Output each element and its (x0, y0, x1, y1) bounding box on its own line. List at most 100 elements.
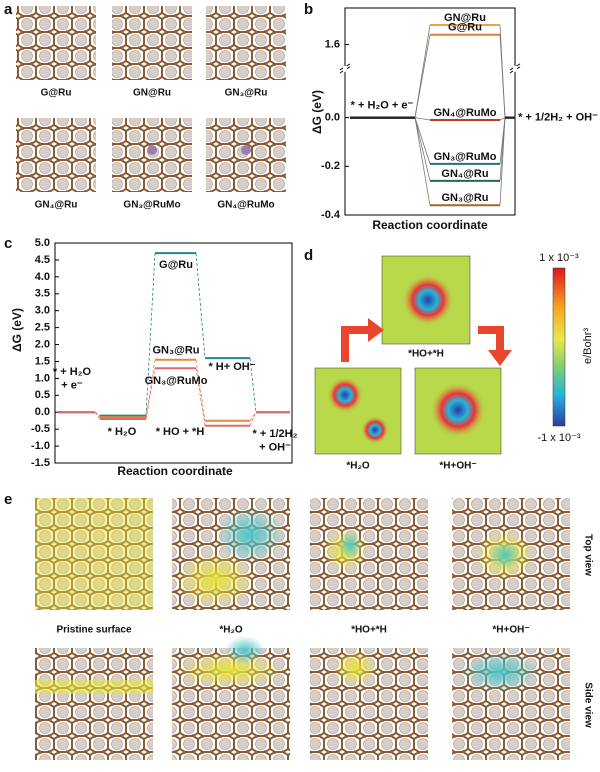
y-tick-label: 3.5 (35, 288, 50, 300)
connector (414, 117, 431, 164)
series-label: GN@Ru (444, 12, 486, 24)
connector (499, 34, 506, 118)
connector (414, 34, 431, 118)
density-blob (225, 636, 265, 664)
structure-grid (16, 6, 286, 192)
axis-break-gap (513, 65, 517, 72)
series-label: GN₃@Ru (442, 192, 489, 204)
axis-break-gap (343, 65, 347, 72)
plot-frame (54, 242, 293, 464)
structure-image (112, 6, 192, 80)
structure-caption: G@Ru (41, 88, 72, 99)
state-label: * + 1/2H₂ + OH⁻ (518, 111, 598, 123)
structure-image (16, 118, 96, 192)
state-label: * HO + *H (156, 426, 205, 438)
connector (145, 253, 156, 416)
charge-map (314, 367, 402, 455)
state-caption: *HO+*H (408, 349, 444, 360)
series-label: G@Ru (448, 22, 482, 34)
connector (195, 359, 206, 421)
plot-frame (344, 7, 516, 216)
density-blob (333, 650, 377, 686)
structure-caption: GN₃@Ru (225, 88, 268, 99)
state-label: * + H₂O + e⁻ (351, 99, 414, 111)
top-view-image (35, 498, 153, 610)
state-label: * + H₂O + e⁻ (53, 366, 92, 391)
mo-atom (147, 145, 157, 155)
view-caption: Pristine surface (56, 625, 131, 636)
charge-blob (327, 377, 363, 413)
density-blob (460, 652, 540, 692)
y-tick-label: -0.5 (31, 423, 50, 435)
connector (145, 368, 156, 420)
view-caption: *H+OH⁻ (492, 625, 529, 636)
connector (414, 117, 431, 121)
panel-label: a (4, 1, 13, 18)
y-tick-label: -0.4 (321, 209, 341, 221)
connector (499, 117, 506, 206)
charge-maps (314, 255, 566, 455)
colorbar (552, 267, 566, 427)
arrow (341, 326, 372, 362)
density-overlay (35, 498, 153, 610)
connector (249, 358, 257, 413)
state-label: * + 1/2H₂ + OH⁻ (253, 428, 298, 453)
state-caption: *H₂O (346, 461, 370, 472)
panel-label: c (4, 235, 12, 252)
charge-blob (361, 416, 389, 444)
mo-atom (241, 145, 251, 155)
y-tick-label: 2.5 (35, 322, 50, 334)
y-tick-label: 4.5 (35, 254, 50, 266)
density-blob (216, 507, 284, 563)
state-label: * H+ OH⁻ (208, 361, 255, 373)
series-label: GN₃@RuMo (145, 375, 208, 387)
series-label: GN₃@Ru (153, 345, 200, 357)
connector (414, 117, 431, 206)
connector (249, 412, 257, 426)
density-blob (489, 541, 521, 569)
arrow-head (488, 350, 512, 366)
panel-label: b (304, 1, 313, 18)
charge-density-views (35, 498, 570, 760)
colorbar-unit: e/Bohr³ (582, 328, 594, 364)
view-caption: *H₂O (219, 625, 243, 636)
structure-caption: GN₄@RuMo (217, 200, 274, 211)
connector (499, 117, 506, 121)
panel-label: e (4, 491, 12, 508)
connector (195, 253, 206, 359)
y-tick-label: 1.6 (325, 38, 340, 50)
view-label: Top view (582, 534, 593, 576)
density-blob (175, 652, 285, 688)
view-label: Side view (582, 682, 593, 728)
y-tick-label: 0.0 (35, 406, 50, 418)
y-tick-label: 5.0 (35, 237, 50, 249)
y-tick-label: -1.0 (31, 440, 50, 452)
y-tick-label: -1.5 (31, 457, 50, 469)
side-view-image (35, 648, 153, 760)
density-layer (35, 680, 153, 694)
state-caption: *H+OH⁻ (439, 461, 476, 472)
charge-blob (402, 274, 454, 326)
structure-caption: GN₃@RuMo (123, 200, 180, 211)
y-tick-label: 0.0 (325, 111, 340, 123)
connector (94, 411, 101, 420)
arrow-head (368, 318, 384, 342)
y-tick-label: 3.0 (35, 305, 50, 317)
series-label: GN₄@Ru (441, 168, 488, 180)
x-axis-label: Reaction coordinate (372, 218, 488, 232)
structure-image (206, 6, 286, 80)
series-label: GN₃@RuMo (434, 151, 497, 163)
connector (414, 117, 431, 181)
y-tick-label: 2.0 (35, 338, 50, 350)
series-label: G@Ru (159, 259, 193, 271)
y-tick-label: 1.5 (35, 355, 50, 367)
view-caption: *HO+*H (351, 625, 387, 636)
y-tick-label: 0.5 (35, 389, 50, 401)
arrow (478, 326, 504, 352)
structure-image (16, 6, 96, 80)
structure-caption: GN@Ru (133, 88, 171, 99)
colorbar-max: 1 x 10⁻³ (539, 252, 579, 264)
